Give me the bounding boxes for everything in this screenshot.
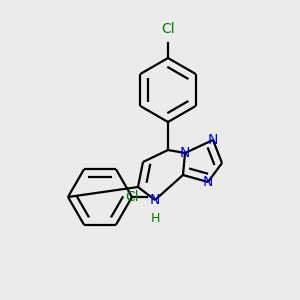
Text: N: N bbox=[150, 193, 160, 207]
Text: Cl: Cl bbox=[161, 22, 175, 36]
Text: N: N bbox=[203, 175, 213, 189]
Text: N: N bbox=[180, 146, 190, 160]
Text: H: H bbox=[150, 212, 160, 225]
Text: N: N bbox=[208, 133, 218, 147]
Text: Cl: Cl bbox=[125, 190, 139, 204]
